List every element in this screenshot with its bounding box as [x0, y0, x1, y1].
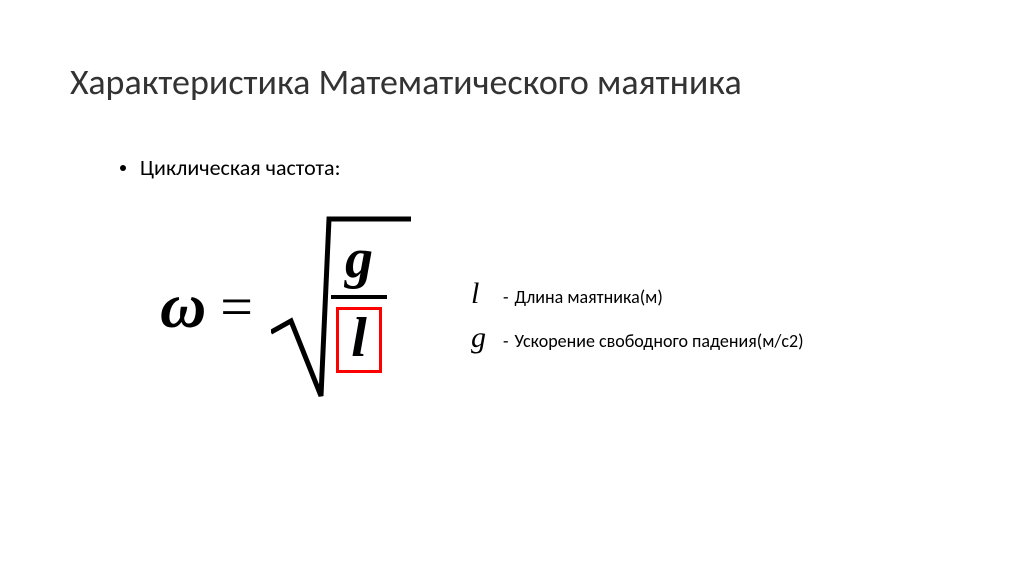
formula-equals: = [220, 273, 253, 340]
formula: ω = g l [160, 211, 411, 401]
fraction-bar [331, 295, 387, 299]
slide-title: Характеристика Математического маятника [70, 60, 954, 104]
legend-desc: Длина маятника(м) [515, 286, 663, 308]
formula-lhs: ω [160, 269, 206, 343]
bullet-text: Циклическая частота: [140, 154, 340, 181]
bullet-item: Циклическая частота: [120, 154, 954, 181]
fraction: g l [331, 231, 387, 373]
fraction-denominator: l [351, 307, 367, 369]
legend-dash: - [503, 330, 509, 352]
bullet-dot-icon [120, 165, 126, 171]
formula-row: ω = g l l - Длина маятника(м) [160, 211, 954, 401]
sqrt-icon: g l [271, 211, 411, 401]
legend-desc: Ускорение свободного падения(м/с2) [515, 330, 804, 352]
legend-symbol: g [471, 321, 499, 355]
legend-item: g - Ускорение свободного падения(м/с2) [471, 321, 804, 355]
legend-item: l - Длина маятника(м) [471, 277, 804, 311]
legend: l - Длина маятника(м) g - Ускорение своб… [471, 277, 804, 355]
fraction-denominator-highlight: l [336, 307, 382, 373]
legend-dash: - [503, 286, 509, 308]
fraction-numerator: g [341, 231, 377, 295]
legend-symbol: l [471, 277, 499, 311]
